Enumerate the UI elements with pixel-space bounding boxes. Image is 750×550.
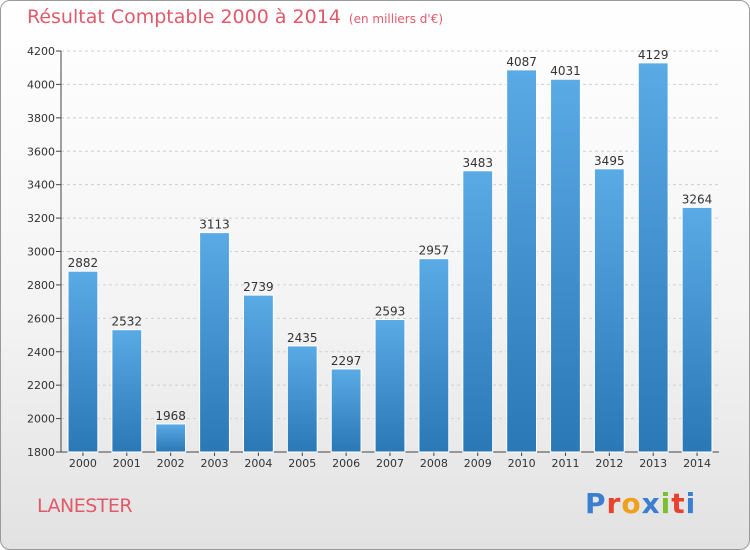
data-label-2002: 1968 bbox=[155, 409, 186, 423]
commune-name: LANESTER bbox=[37, 495, 133, 517]
data-label-2013: 4129 bbox=[638, 48, 669, 62]
proxiti-logo[interactable]: Proxiti bbox=[585, 487, 696, 520]
bars bbox=[67, 62, 713, 453]
y-tick-label: 4200 bbox=[27, 45, 55, 58]
data-labels: 2882 2532 1968 3113 2739 2435 2297 2593 2957 3483… bbox=[68, 48, 713, 423]
data-label-2008: 2957 bbox=[419, 244, 450, 258]
x-tick-label-2001: 2001 bbox=[113, 457, 141, 470]
data-label-2000: 2882 bbox=[68, 256, 99, 270]
bar-2002 bbox=[155, 423, 187, 453]
data-label-2007: 2593 bbox=[375, 305, 406, 319]
data-label-2004: 2739 bbox=[243, 280, 274, 294]
x-tick-label-2007: 2007 bbox=[376, 457, 404, 470]
y-tick-label: 2400 bbox=[27, 346, 55, 359]
y-tick-label: 3000 bbox=[27, 246, 55, 259]
data-label-2011: 4031 bbox=[550, 64, 581, 78]
bar-2011 bbox=[550, 78, 581, 453]
data-label-2014: 3264 bbox=[682, 192, 713, 206]
bar-2007 bbox=[374, 319, 406, 453]
logo-letter: t bbox=[671, 487, 686, 520]
y-tick-label: 2000 bbox=[27, 413, 55, 426]
data-label-2003: 3113 bbox=[199, 218, 230, 232]
bar-2003 bbox=[199, 232, 230, 453]
y-tick-labels: 1800 2000 2200 2400 2600 2800 3000 3200 3400 3600… bbox=[27, 45, 55, 459]
x-tick-label-2004: 2004 bbox=[244, 457, 272, 470]
title-text: Résultat Comptable 2000 à 2014 bbox=[27, 6, 341, 28]
x-tick-label-2012: 2012 bbox=[595, 457, 623, 470]
bar-2012 bbox=[593, 168, 625, 453]
bar-2013 bbox=[637, 62, 669, 453]
y-tick-label: 3400 bbox=[27, 179, 55, 192]
logo-letter: r bbox=[606, 487, 622, 520]
x-tick-label-2005: 2005 bbox=[288, 457, 316, 470]
x-tick-label-2008: 2008 bbox=[420, 457, 448, 470]
x-tick-label-2000: 2000 bbox=[69, 457, 97, 470]
bar-2014 bbox=[681, 206, 713, 453]
logo-letter: x bbox=[641, 487, 661, 520]
x-tick-label-2002: 2002 bbox=[157, 457, 185, 470]
y-tick-label: 2200 bbox=[27, 379, 55, 392]
bar-2006 bbox=[330, 368, 362, 453]
x-tick-label-2010: 2010 bbox=[508, 457, 536, 470]
bar-2008 bbox=[418, 258, 450, 453]
bar-2010 bbox=[506, 69, 538, 453]
y-tick-label: 3600 bbox=[27, 145, 55, 158]
x-tick-label-2006: 2006 bbox=[332, 457, 360, 470]
y-tick-label: 2600 bbox=[27, 312, 55, 325]
logo-letter: o bbox=[621, 487, 642, 520]
x-tick-labels: 2000 2001 2002 2003 2004 2005 2006 2007 2008 2009… bbox=[69, 457, 711, 470]
x-tick-label-2009: 2009 bbox=[464, 457, 492, 470]
chart-subtitle: (en milliers d'€) bbox=[348, 12, 444, 26]
data-label-2012: 3495 bbox=[594, 154, 625, 168]
data-label-2006: 2297 bbox=[331, 354, 362, 368]
data-label-2001: 2532 bbox=[112, 315, 143, 329]
data-label-2010: 4087 bbox=[506, 55, 537, 69]
y-tick-label: 3200 bbox=[27, 212, 55, 225]
bar-2005 bbox=[286, 345, 318, 453]
y-tick-label: 2800 bbox=[27, 279, 55, 292]
bar-2004 bbox=[242, 294, 274, 453]
chart-title: Résultat Comptable 2000 à 2014 (en millie… bbox=[27, 6, 443, 28]
bar-2001 bbox=[111, 329, 143, 453]
data-label-2005: 2435 bbox=[287, 331, 318, 345]
data-label-2009: 3483 bbox=[462, 156, 493, 170]
logo-letter: i bbox=[685, 487, 697, 520]
x-tick-label-2003: 2003 bbox=[201, 457, 229, 470]
bar-2000 bbox=[67, 270, 99, 453]
y-tick-label: 4000 bbox=[27, 78, 55, 91]
bar-2009 bbox=[462, 170, 494, 453]
x-tick-label-2014: 2014 bbox=[683, 457, 711, 470]
y-tick-label: 1800 bbox=[27, 446, 55, 459]
x-tick-label-2013: 2013 bbox=[639, 457, 667, 470]
x-tick-label-2011: 2011 bbox=[551, 457, 579, 470]
logo-letter: i bbox=[660, 487, 672, 520]
y-tick-label: 3800 bbox=[27, 112, 55, 125]
logo-letter: P bbox=[585, 487, 607, 520]
